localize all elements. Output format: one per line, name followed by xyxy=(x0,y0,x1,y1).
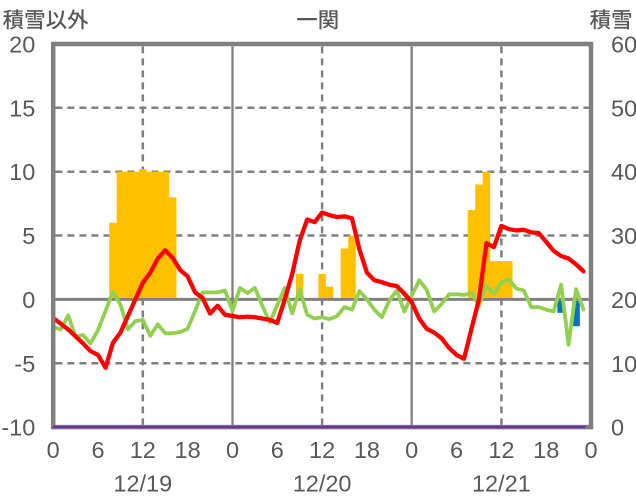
svg-text:60: 60 xyxy=(611,32,636,58)
svg-text:10: 10 xyxy=(9,159,35,185)
svg-text:20: 20 xyxy=(611,287,636,313)
svg-text:12/21: 12/21 xyxy=(472,470,531,496)
svg-text:6: 6 xyxy=(271,437,284,463)
svg-text:12: 12 xyxy=(309,437,335,463)
svg-text:0: 0 xyxy=(405,437,418,463)
svg-text:40: 40 xyxy=(611,159,636,185)
svg-text:15: 15 xyxy=(9,95,35,121)
svg-text:20: 20 xyxy=(9,32,35,58)
svg-text:5: 5 xyxy=(22,223,35,249)
svg-text:50: 50 xyxy=(611,95,636,121)
svg-text:18: 18 xyxy=(354,437,380,463)
svg-text:12: 12 xyxy=(488,437,514,463)
svg-text:0: 0 xyxy=(226,437,239,463)
svg-text:12/19: 12/19 xyxy=(113,470,172,496)
svg-text:0: 0 xyxy=(47,437,60,463)
svg-text:0: 0 xyxy=(611,415,624,441)
svg-text:12: 12 xyxy=(130,437,156,463)
svg-text:0: 0 xyxy=(584,437,597,463)
svg-text:18: 18 xyxy=(533,437,559,463)
svg-text:10: 10 xyxy=(611,351,636,377)
svg-text:-5: -5 xyxy=(14,351,35,377)
svg-text:12/20: 12/20 xyxy=(293,470,352,496)
svg-text:30: 30 xyxy=(611,223,636,249)
svg-text:6: 6 xyxy=(91,437,104,463)
svg-text:-10: -10 xyxy=(1,415,35,441)
svg-text:0: 0 xyxy=(22,287,35,313)
svg-text:6: 6 xyxy=(450,437,463,463)
svg-text:18: 18 xyxy=(175,437,201,463)
